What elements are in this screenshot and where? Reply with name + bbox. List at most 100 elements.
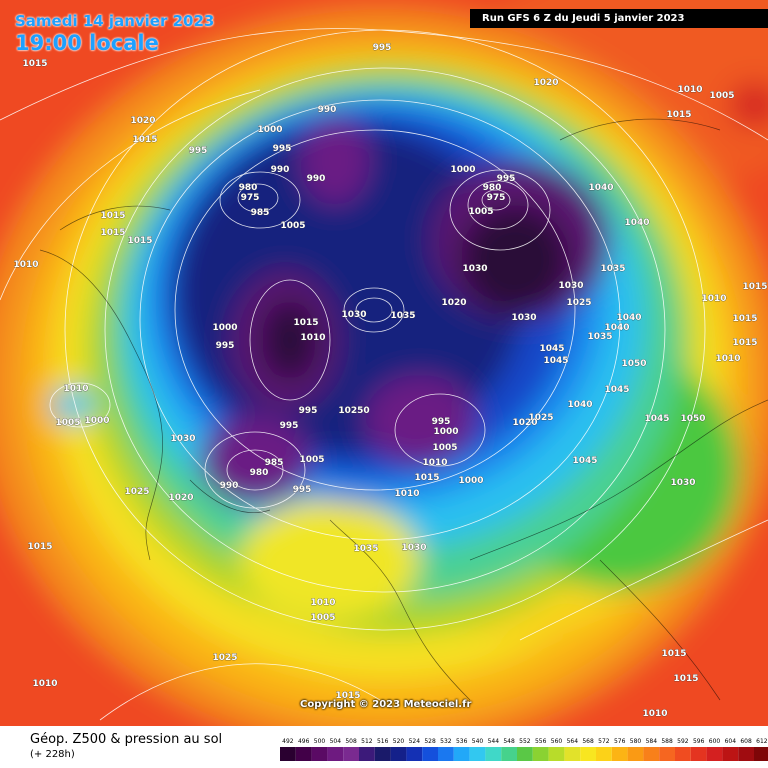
legend-swatch [453, 747, 470, 761]
pressure-label: 1030 [341, 310, 366, 320]
legend-value: 604 [725, 738, 737, 745]
pressure-label: 1005 [299, 455, 324, 465]
pressure-label: 1010 [310, 598, 335, 608]
isolines [0, 28, 768, 721]
pressure-label: 1050 [621, 359, 646, 369]
legend-swatch [485, 747, 502, 761]
pressure-label: 1045 [539, 344, 564, 354]
pressure-label: 1015 [127, 236, 152, 246]
pressure-label: 1040 [604, 323, 629, 333]
pressure-label: 1010 [13, 260, 38, 270]
legend-value: 512 [361, 738, 373, 745]
pressure-label: 975 [241, 193, 260, 203]
forecast-lead: (+ 228h) [30, 749, 75, 760]
legend-swatch [469, 747, 486, 761]
pressure-label: 1025 [124, 487, 149, 497]
legend-swatch [596, 747, 612, 761]
pressure-label: 975 [487, 193, 506, 203]
pressure-label: 995 [189, 146, 208, 156]
legend-value: 608 [740, 738, 752, 745]
legend-value: 572 [598, 738, 610, 745]
pressure-label: 1030 [670, 478, 695, 488]
legend-swatch [643, 747, 660, 761]
z500-color-field [0, 0, 768, 726]
pressure-label: 1000 [257, 125, 282, 135]
pressure-label: 1030 [462, 264, 487, 274]
pressure-label: 1030 [558, 281, 583, 291]
legend-swatch [738, 747, 754, 761]
legend-value: 548 [503, 738, 515, 745]
pressure-label: 1035 [353, 544, 378, 554]
legend-swatch [690, 747, 707, 761]
legend-swatch [343, 747, 359, 761]
pressure-label: 1015 [27, 542, 52, 552]
legend-swatch [406, 747, 423, 761]
pressure-label: 985 [265, 458, 284, 468]
legend-swatch [722, 747, 739, 761]
pressure-label: 1000 [212, 323, 237, 333]
legend-value: 596 [693, 738, 705, 745]
pressure-label: 1025 [528, 413, 553, 423]
legend-value: 520 [393, 738, 405, 745]
legend-swatch [564, 747, 581, 761]
legend-swatch [359, 747, 375, 761]
pressure-label: 1020 [168, 493, 193, 503]
pressure-label: 1000 [450, 165, 475, 175]
legend-swatch [627, 747, 644, 761]
copyright-notice: Copyright © 2023 Meteociel.fr [300, 699, 472, 710]
pressure-label: 980 [483, 183, 502, 193]
pressure-label: 1030 [170, 434, 195, 444]
legend-value: 516 [377, 738, 389, 745]
pressure-label: 1005 [709, 91, 734, 101]
legend-value: 500 [314, 738, 326, 745]
legend-swatch [327, 747, 344, 761]
legend-value: 552 [519, 738, 531, 745]
legend-swatch [611, 747, 628, 761]
pressure-label: 1035 [587, 332, 612, 342]
pressure-label: 1015 [22, 59, 47, 69]
pressure-label: 985 [251, 208, 270, 218]
legend-swatch [580, 747, 596, 761]
legend-swatch [754, 747, 768, 761]
pressure-label: 1015 [100, 211, 125, 221]
coastlines [39, 118, 768, 701]
pressure-label: 1030 [511, 313, 536, 323]
legend-swatch [422, 747, 438, 761]
pressure-label: 1010 [701, 294, 726, 304]
legend-swatch [548, 747, 565, 761]
pressure-label: 1040 [624, 218, 649, 228]
pressure-label: 1045 [644, 414, 669, 424]
forecast-time: 19:00 locale [15, 31, 159, 55]
pressure-label: 1030 [401, 543, 426, 553]
pressure-label: 1015 [132, 135, 157, 145]
pressure-label: 1010 [32, 679, 57, 689]
legend-value: 528 [424, 738, 436, 745]
forecast-date: Samedi 14 janvier 2023 [15, 12, 215, 30]
legend-swatch [295, 747, 312, 761]
pressure-label: 1000 [84, 416, 109, 426]
pressure-label: 995 [299, 406, 318, 416]
pressure-label: 1025 [212, 653, 237, 663]
pressure-label: 980 [239, 183, 258, 193]
legend-swatch [501, 747, 517, 761]
legend-value: 568 [582, 738, 594, 745]
pressure-label: 1020 [512, 418, 537, 428]
legend-value: 556 [535, 738, 547, 745]
pressure-label: 995 [497, 174, 516, 184]
legend-value: 532 [440, 738, 452, 745]
pressure-label: 1045 [543, 356, 568, 366]
legend-value: 504 [330, 738, 342, 745]
pressure-label: 1000 [458, 476, 483, 486]
pressure-label: 995 [216, 341, 235, 351]
pressure-label: 980 [250, 468, 269, 478]
pressure-label: 10250 [338, 406, 369, 416]
legend-value: 508 [345, 738, 357, 745]
pressure-label: 1015 [732, 314, 757, 324]
pressure-label: 995 [293, 485, 312, 495]
pressure-label: 990 [271, 165, 290, 175]
legend-value: 544 [488, 738, 500, 745]
pressure-label: 1015 [666, 110, 691, 120]
legend-value: 600 [709, 738, 721, 745]
pressure-label: 1005 [468, 207, 493, 217]
legend-value: 492 [282, 738, 294, 745]
